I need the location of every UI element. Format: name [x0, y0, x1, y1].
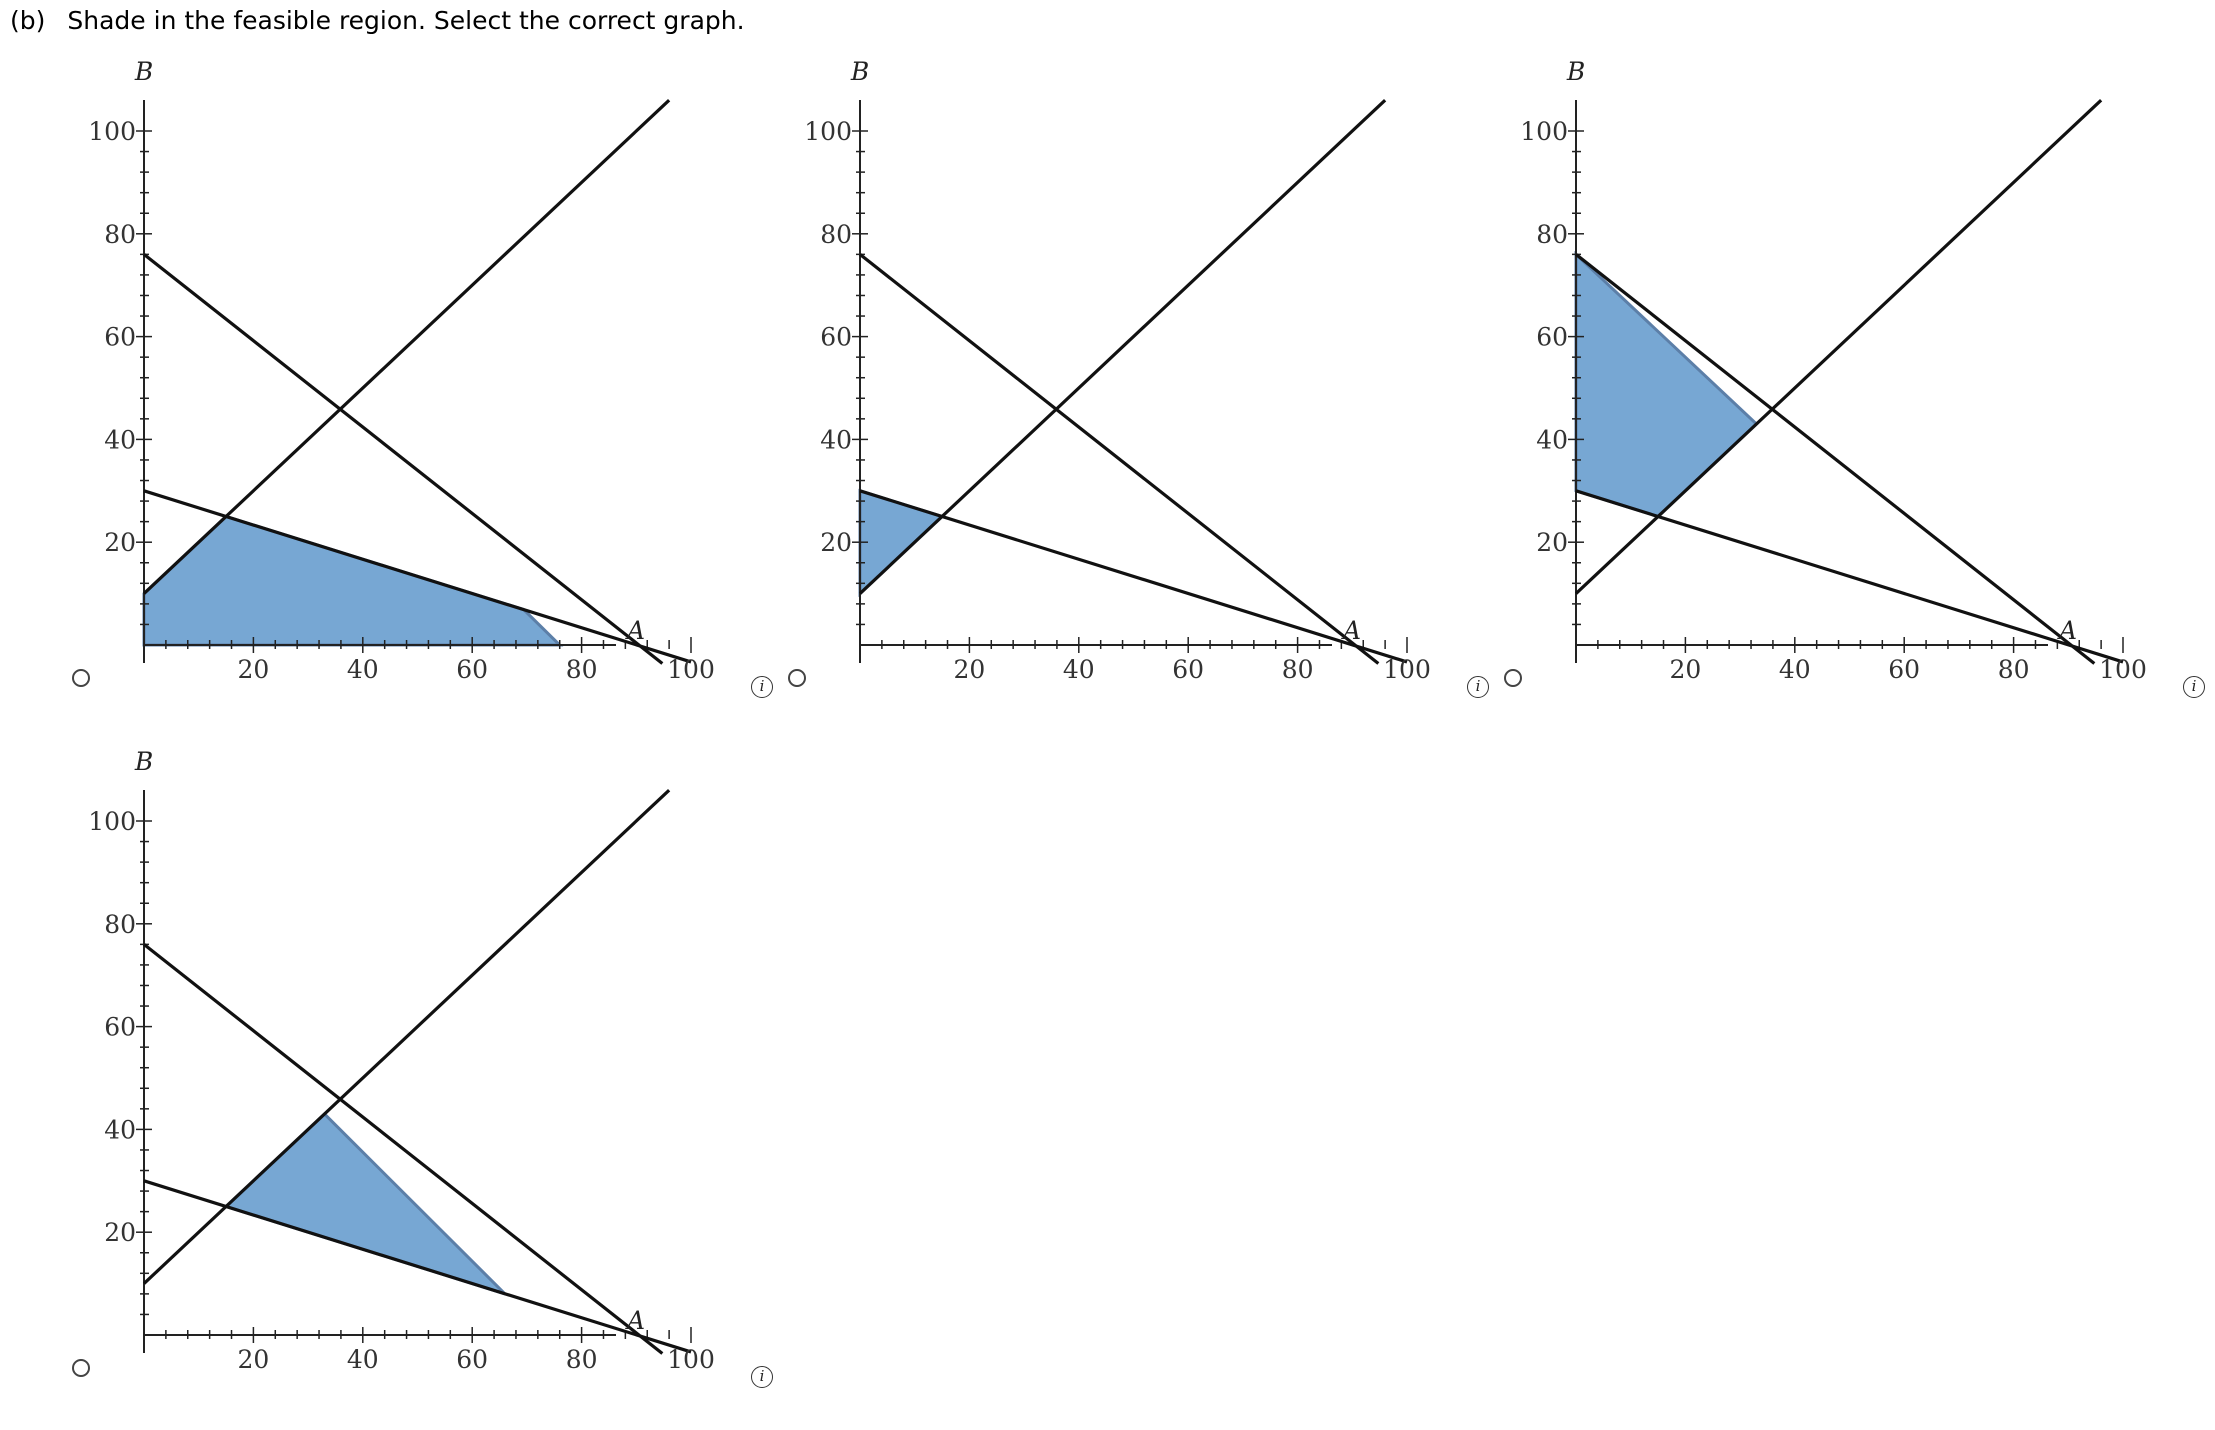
- x-axis-title: A: [625, 1306, 645, 1335]
- y-tick-label: 20: [820, 528, 852, 557]
- constraint-line-2: [859, 489, 1408, 664]
- question-text: Shade in the feasible region. Select the…: [67, 6, 745, 35]
- y-tick-label: 40: [1536, 425, 1568, 454]
- x-tick-label: 100: [667, 655, 715, 684]
- y-tick-label: 100: [88, 117, 136, 146]
- y-tick-label: 60: [1536, 323, 1568, 352]
- y-tick-label: 100: [88, 807, 136, 836]
- constraint-line-3: [142, 788, 671, 1285]
- y-axis-title: B: [1566, 57, 1585, 86]
- constraint-line-1: [143, 253, 664, 665]
- radio-option-1[interactable]: [72, 669, 90, 687]
- x-tick-label: 60: [456, 1345, 488, 1374]
- x-tick-label: 60: [456, 655, 488, 684]
- y-tick-label: 60: [104, 323, 136, 352]
- x-tick-label: 100: [2099, 655, 2147, 684]
- constraint-line-1: [1575, 253, 2096, 665]
- constraint-line-3: [142, 98, 671, 595]
- constraint-line-1: [859, 253, 1380, 665]
- x-tick-label: 80: [566, 655, 598, 684]
- y-axis-title: B: [134, 57, 153, 86]
- y-tick-label: 40: [104, 425, 136, 454]
- x-tick-label: 40: [347, 1345, 379, 1374]
- x-tick-label: 60: [1172, 655, 1204, 684]
- graph-option-4: 20 40 60 80 100 20 40 60 80 100 A B: [60, 740, 780, 1430]
- constraint-line-2: [143, 1179, 692, 1354]
- feasible-region: [223, 1111, 507, 1296]
- info-icon-1[interactable]: i: [751, 676, 773, 698]
- graph-1-svg: 20 40 60 80 100 20 40 60 80 100 A B: [88, 57, 715, 684]
- x-tick-label: 100: [1383, 655, 1431, 684]
- constraint-line-3: [858, 98, 1387, 595]
- x-tick-label: 20: [1669, 655, 1701, 684]
- y-tick-label: 40: [104, 1115, 136, 1144]
- y-tick-label: 20: [104, 528, 136, 557]
- x-tick-label: 80: [1998, 655, 2030, 684]
- y-tick-label: 60: [820, 323, 852, 352]
- y-tick-label: 20: [104, 1218, 136, 1247]
- x-tick-label: 40: [347, 655, 379, 684]
- info-icon-3[interactable]: i: [2183, 676, 2205, 698]
- feasible-region: [858, 488, 945, 598]
- feasible-region: [1574, 250, 1759, 519]
- y-tick-label: 40: [820, 425, 852, 454]
- x-tick-label: 80: [1282, 655, 1314, 684]
- radio-option-2[interactable]: [788, 669, 806, 687]
- x-tick-label: 20: [237, 655, 269, 684]
- radio-option-3[interactable]: [1504, 669, 1522, 687]
- x-tick-label: 40: [1779, 655, 1811, 684]
- y-axis-title: B: [850, 57, 869, 86]
- graph-3-svg: 20 40 60 80 100 20 40 60 80 100 A B: [1520, 57, 2147, 684]
- y-tick-label: 80: [104, 220, 136, 249]
- y-axis-title: B: [134, 747, 153, 776]
- y-tick-label: 80: [1536, 220, 1568, 249]
- constraint-line-2: [143, 489, 692, 664]
- info-icon-2[interactable]: i: [1467, 676, 1489, 698]
- y-tick-label: 20: [1536, 528, 1568, 557]
- x-axis-title: A: [1341, 616, 1361, 645]
- graph-option-1: 20 40 60 80 100 20 40 60 80 100 A B: [60, 50, 780, 740]
- y-tick-label: 80: [820, 220, 852, 249]
- x-tick-label: 100: [667, 1345, 715, 1374]
- x-tick-label: 40: [1063, 655, 1095, 684]
- x-tick-label: 80: [566, 1345, 598, 1374]
- question-part-label: (b): [10, 6, 46, 35]
- x-tick-label: 60: [1888, 655, 1920, 684]
- y-tick-label: 80: [104, 910, 136, 939]
- graph-2-svg: 20 40 60 80 100 20 40 60 80 100 A B: [804, 57, 1431, 684]
- graph-option-3: 20 40 60 80 100 20 40 60 80 100 A B: [1492, 50, 2212, 740]
- x-tick-label: 20: [953, 655, 985, 684]
- constraint-line-3: [1574, 98, 2103, 595]
- y-tick-label: 60: [104, 1013, 136, 1042]
- x-axis-title: A: [2057, 616, 2077, 645]
- x-tick-label: 20: [237, 1345, 269, 1374]
- graph-4-svg: 20 40 60 80 100 20 40 60 80 100 A B: [88, 747, 715, 1374]
- y-tick-label: 100: [804, 117, 852, 146]
- y-tick-label: 100: [1520, 117, 1568, 146]
- constraint-line-1: [143, 943, 664, 1355]
- info-icon-4[interactable]: i: [751, 1366, 773, 1388]
- question-prompt: (b) Shade in the feasible region. Select …: [10, 6, 745, 35]
- x-axis-title: A: [625, 616, 645, 645]
- constraint-line-2: [1575, 489, 2124, 664]
- radio-option-4[interactable]: [72, 1359, 90, 1377]
- graph-option-2: 20 40 60 80 100 20 40 60 80 100 A B: [776, 50, 1496, 740]
